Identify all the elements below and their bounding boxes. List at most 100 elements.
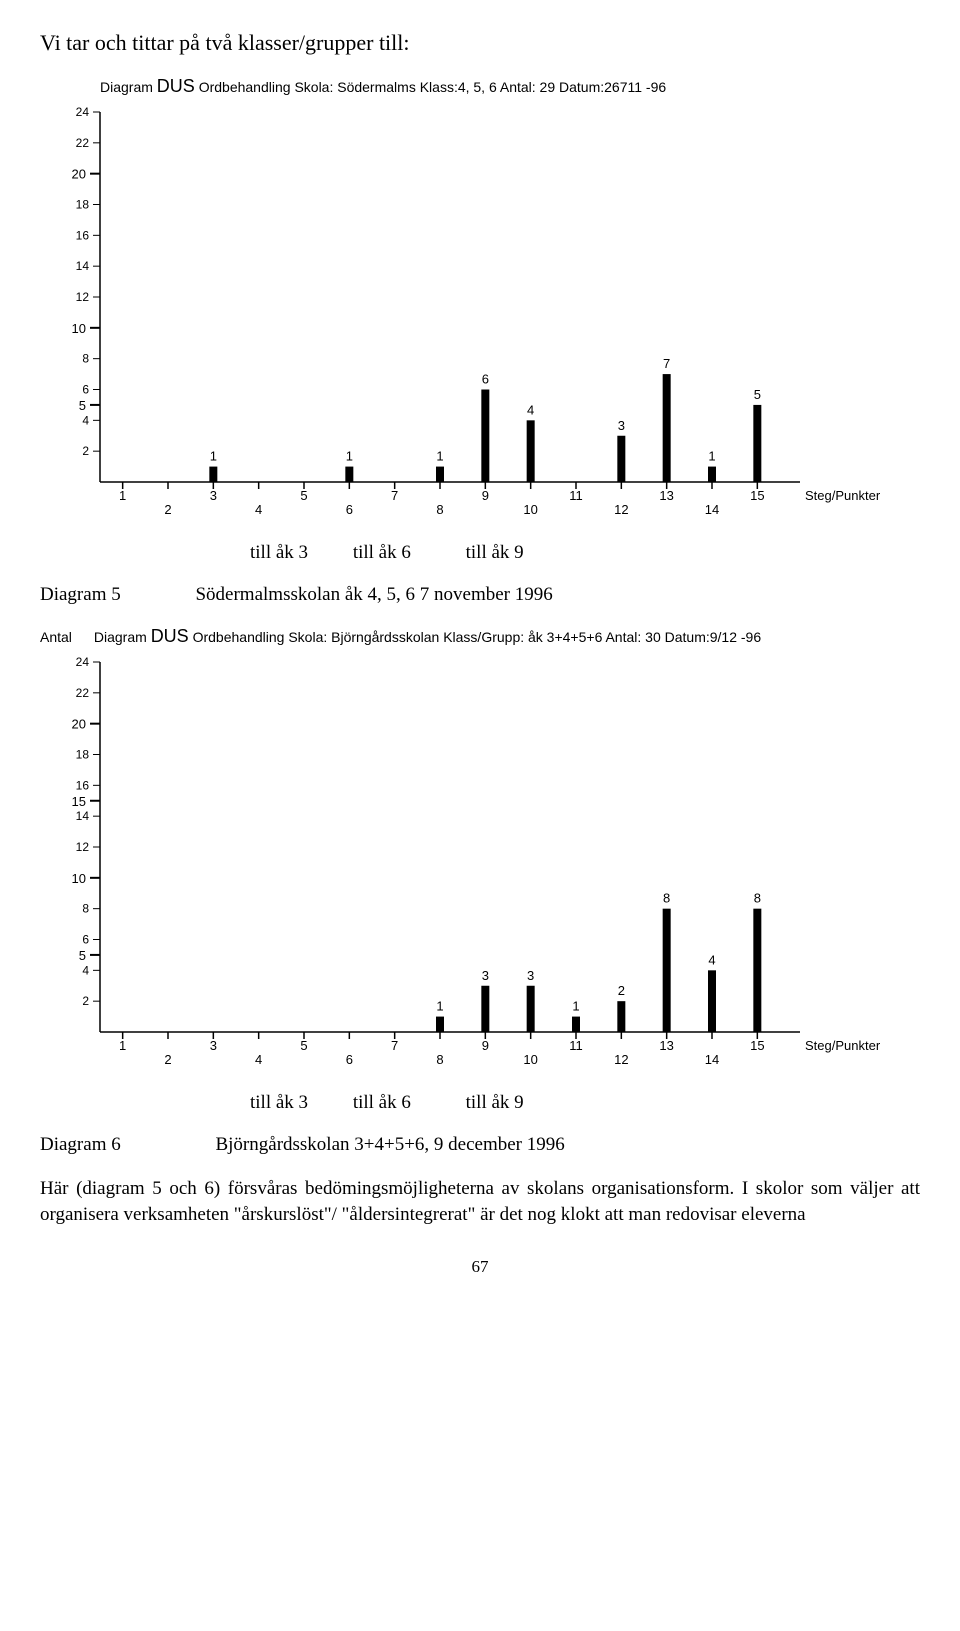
svg-text:6: 6: [82, 933, 89, 947]
svg-text:24: 24: [76, 655, 90, 669]
chart1-caption: Diagram 5 Södermalmsskolan åk 4, 5, 6 7 …: [40, 584, 920, 606]
chart1-title: Diagram DUS Ordbehandling Skola: Söderma…: [100, 76, 920, 97]
svg-text:18: 18: [76, 748, 90, 762]
svg-text:6: 6: [346, 1052, 353, 1067]
svg-text:7: 7: [663, 356, 670, 371]
svg-text:8: 8: [436, 502, 443, 517]
chart2-title-dus: DUS: [151, 626, 189, 646]
svg-text:10: 10: [72, 871, 86, 886]
page-title: Vi tar och tittar på två klasser/grupper…: [40, 30, 920, 56]
svg-text:Steg/Punkter: Steg/Punkter: [805, 1038, 880, 1053]
chart2-caption: Diagram 6 Björngårdsskolan 3+4+5+6, 9 de…: [40, 1134, 920, 1156]
chart2-title-rest: Ordbehandling Skola: Björngårdsskolan Kl…: [193, 629, 762, 645]
chart2-caption-main: Björngårdsskolan 3+4+5+6, 9 december 199…: [215, 1134, 564, 1155]
svg-text:6: 6: [82, 383, 89, 397]
svg-text:2: 2: [164, 1052, 171, 1067]
svg-text:16: 16: [76, 778, 90, 792]
svg-text:1: 1: [572, 999, 579, 1014]
svg-text:12: 12: [614, 1052, 628, 1067]
svg-text:1: 1: [436, 449, 443, 464]
svg-text:24: 24: [76, 105, 90, 119]
svg-text:4: 4: [82, 413, 89, 427]
svg-text:16: 16: [76, 228, 90, 242]
svg-text:1: 1: [210, 449, 217, 464]
svg-text:13: 13: [659, 1038, 673, 1053]
svg-text:14: 14: [76, 809, 90, 823]
svg-text:2: 2: [164, 502, 171, 517]
svg-text:5: 5: [79, 948, 86, 963]
chart1-svg: 2468121416182224510201234567891011121314…: [40, 102, 880, 532]
svg-text:22: 22: [76, 136, 90, 150]
page-number: 67: [40, 1257, 920, 1277]
chart1-title-dus: DUS: [157, 76, 195, 96]
svg-text:22: 22: [76, 686, 90, 700]
chart1: 2468121416182224510201234567891011121314…: [40, 102, 920, 532]
chart1-sub-3: till åk 9: [466, 542, 524, 563]
svg-text:14: 14: [76, 259, 90, 273]
svg-text:5: 5: [79, 398, 86, 413]
svg-text:15: 15: [750, 488, 764, 503]
svg-text:8: 8: [82, 352, 89, 366]
chart2-sub-3: till åk 9: [466, 1092, 524, 1113]
svg-text:5: 5: [300, 1038, 307, 1053]
svg-text:1: 1: [436, 999, 443, 1014]
svg-text:3: 3: [618, 418, 625, 433]
svg-text:9: 9: [482, 488, 489, 503]
chart2-title: Antal Diagram DUS Ordbehandling Skola: B…: [40, 626, 920, 647]
chart1-sub-1: till åk 3: [250, 542, 308, 563]
svg-text:14: 14: [705, 1052, 719, 1067]
svg-text:Steg/Punkter: Steg/Punkter: [805, 488, 880, 503]
svg-text:3: 3: [527, 968, 534, 983]
svg-text:4: 4: [255, 1052, 262, 1067]
svg-text:8: 8: [82, 902, 89, 916]
chart2-sublabels: till åk 3 till åk 6 till åk 9: [40, 1092, 920, 1114]
chart2-ylabel: Antal: [40, 629, 90, 645]
svg-text:8: 8: [754, 891, 761, 906]
chart1-sublabels: till åk 3 till åk 6 till åk 9: [40, 542, 920, 564]
chart2-sub-1: till åk 3: [250, 1092, 308, 1113]
svg-text:8: 8: [436, 1052, 443, 1067]
svg-text:4: 4: [82, 963, 89, 977]
svg-text:2: 2: [82, 994, 89, 1008]
svg-text:20: 20: [72, 717, 86, 732]
svg-text:4: 4: [255, 502, 262, 517]
svg-text:15: 15: [72, 794, 86, 809]
svg-text:13: 13: [659, 488, 673, 503]
svg-text:11: 11: [569, 488, 583, 503]
svg-text:10: 10: [523, 502, 537, 517]
svg-text:2: 2: [618, 983, 625, 998]
svg-text:20: 20: [72, 167, 86, 182]
svg-text:5: 5: [754, 387, 761, 402]
svg-text:3: 3: [210, 1038, 217, 1053]
body-paragraph: Här (diagram 5 och 6) försvåras bedöming…: [40, 1176, 920, 1227]
svg-text:18: 18: [76, 198, 90, 212]
svg-text:12: 12: [76, 840, 90, 854]
svg-text:8: 8: [663, 891, 670, 906]
svg-text:7: 7: [391, 1038, 398, 1053]
svg-text:12: 12: [76, 290, 90, 304]
svg-text:14: 14: [705, 502, 719, 517]
chart1-sub-2: till åk 6: [353, 542, 411, 563]
chart1-caption-prefix: Diagram 5: [40, 584, 121, 606]
svg-text:3: 3: [482, 968, 489, 983]
chart1-title-rest: Ordbehandling Skola: Södermalms Klass:4,…: [199, 79, 666, 95]
chart2-title-prefix: Diagram: [94, 629, 147, 645]
svg-text:3: 3: [210, 488, 217, 503]
svg-text:15: 15: [750, 1038, 764, 1053]
svg-text:4: 4: [527, 402, 534, 417]
chart2-svg: 2468121416182224510152012345678910111213…: [40, 652, 880, 1082]
svg-text:1: 1: [708, 449, 715, 464]
chart1-caption-main: Södermalmsskolan åk 4, 5, 6 7 november 1…: [195, 584, 552, 605]
svg-text:12: 12: [614, 502, 628, 517]
svg-text:7: 7: [391, 488, 398, 503]
svg-text:6: 6: [482, 372, 489, 387]
svg-text:10: 10: [523, 1052, 537, 1067]
svg-text:2: 2: [82, 444, 89, 458]
svg-text:9: 9: [482, 1038, 489, 1053]
svg-text:5: 5: [300, 488, 307, 503]
svg-text:4: 4: [708, 952, 715, 967]
svg-text:11: 11: [569, 1038, 583, 1053]
svg-text:1: 1: [346, 449, 353, 464]
svg-text:1: 1: [119, 488, 126, 503]
chart2: 2468121416182224510152012345678910111213…: [40, 652, 920, 1082]
